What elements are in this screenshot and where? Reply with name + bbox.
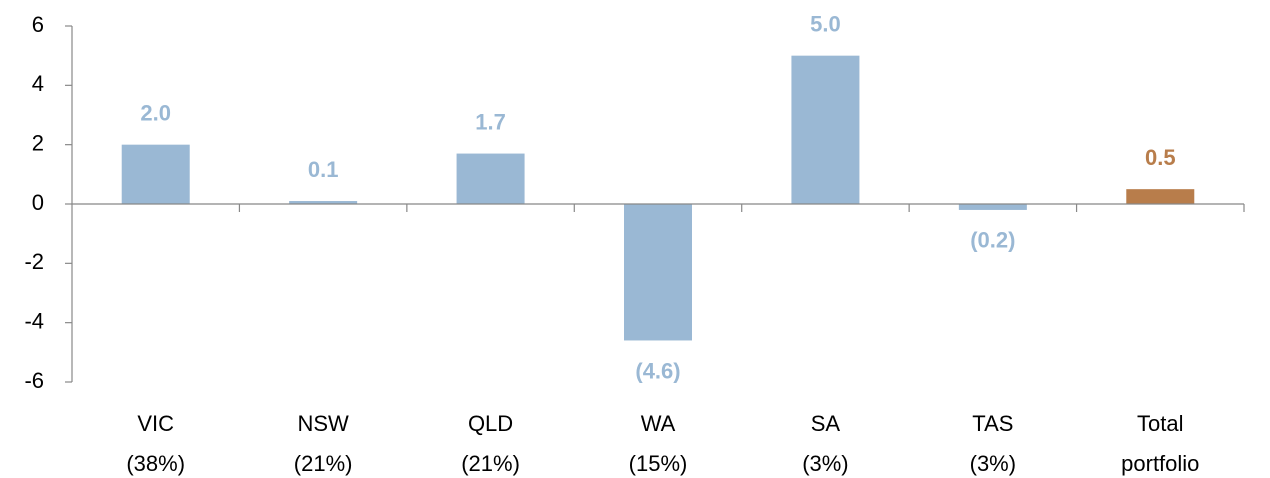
x-tick-label: VIC (38%) — [126, 411, 185, 476]
y-tick-label: 2 — [32, 130, 44, 155]
value-label: 0.5 — [1145, 145, 1176, 170]
x-tick-label: WA (15%) — [629, 411, 688, 476]
value-label: (0.2) — [970, 228, 1015, 253]
bar — [791, 55, 860, 204]
y-tick-label: 4 — [32, 71, 44, 96]
value-label: 1.7 — [475, 109, 506, 134]
y-tick-label: -2 — [24, 249, 44, 274]
bar — [1126, 189, 1195, 204]
bar — [958, 204, 1027, 210]
value-label: (4.6) — [635, 358, 680, 383]
bar — [456, 153, 525, 204]
y-tick-label: -6 — [24, 368, 44, 393]
x-tick-label: NSW (21%) — [294, 411, 353, 476]
x-tick-label: Total portfolio — [1121, 411, 1199, 476]
bar — [624, 204, 692, 341]
x-tick-label: SA (3%) — [802, 411, 848, 476]
value-label: 2.0 — [140, 100, 171, 125]
value-label: 0.1 — [308, 157, 339, 182]
y-tick-label: 6 — [32, 12, 44, 37]
y-tick-label: 0 — [32, 190, 44, 215]
bar — [121, 144, 190, 204]
x-tick-label: TAS (3%) — [970, 411, 1016, 476]
value-label: 5.0 — [810, 11, 841, 36]
bar — [289, 201, 358, 204]
y-tick-label: -4 — [24, 308, 44, 333]
x-tick-label: QLD (21%) — [461, 411, 520, 476]
